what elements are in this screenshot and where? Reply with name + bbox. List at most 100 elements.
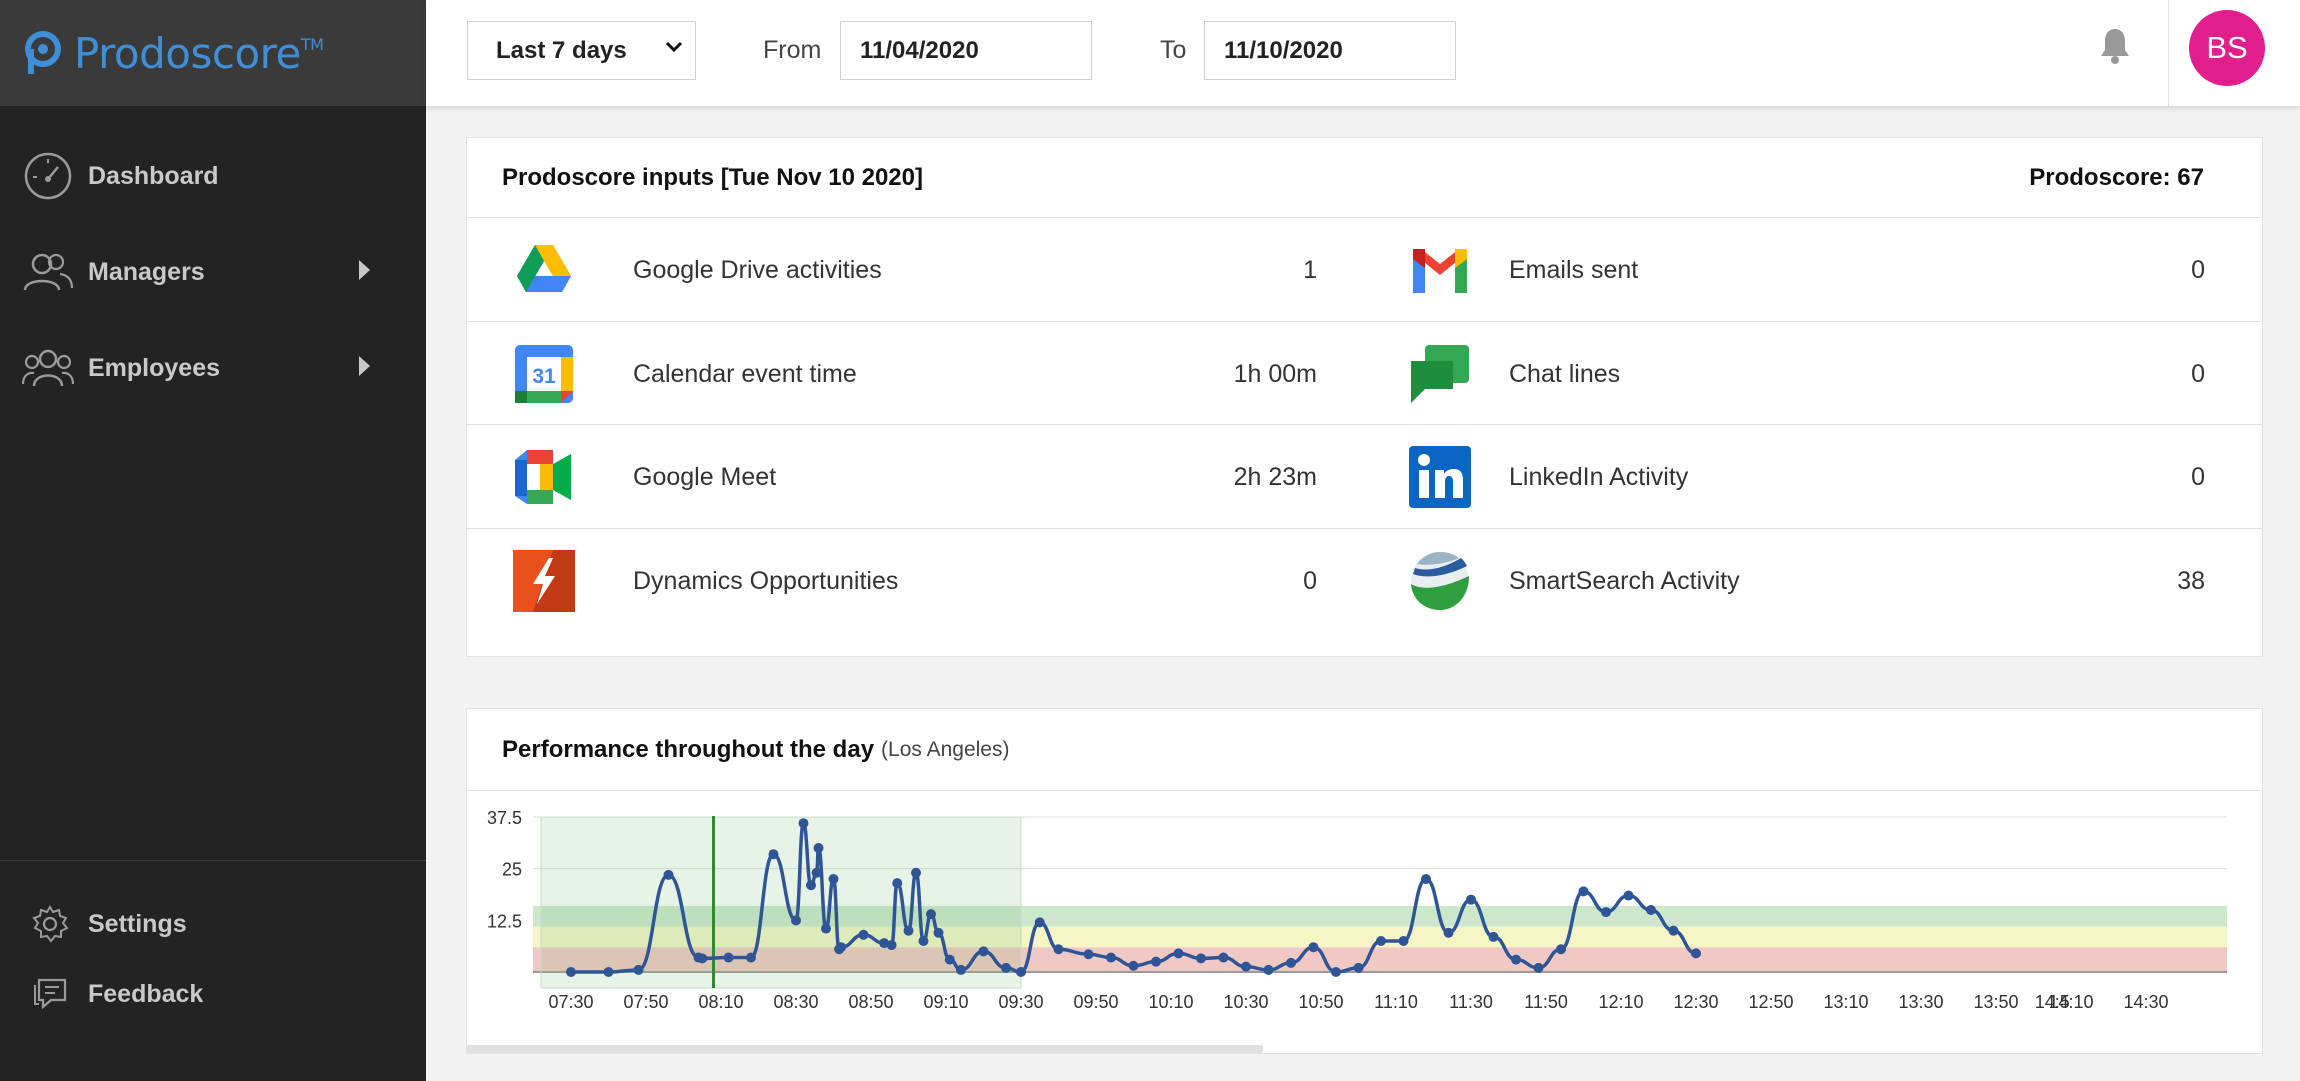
input-name: Google Meet — [633, 463, 777, 491]
sidebar: ProdoscoreTM Dashboard Managers Employee… — [0, 0, 426, 1081]
chevron-right-icon — [359, 260, 370, 280]
sidebar-bottom: Settings Feedback — [0, 860, 426, 1029]
input-value: 38 — [2177, 566, 2205, 595]
avatar[interactable]: BS — [2189, 10, 2265, 86]
sidebar-item-managers[interactable]: Managers — [0, 224, 426, 320]
data-point — [1083, 949, 1094, 960]
brand-name: ProdoscoreTM — [74, 28, 324, 78]
smartsearch-icon — [1411, 551, 1469, 610]
sidebar-item-label: Dashboard — [88, 161, 219, 190]
data-point — [1488, 931, 1499, 942]
data-point — [1353, 962, 1364, 973]
x-tick-label: 14:10 — [2048, 992, 2093, 1012]
performance-chart[interactable]: 37.5 25 12.5 07:30 07:50 08:10 08:30 08:50 09:10… — [467, 792, 2264, 1042]
data-point — [806, 880, 816, 891]
x-tick-label: 10:10 — [1148, 992, 1193, 1012]
date-range-select[interactable]: Last 7 days — [467, 21, 696, 80]
sidebar-item-label: Settings — [88, 909, 187, 938]
performance-band-green — [533, 905, 2227, 927]
top-header: Last 7 days From 11/04/2020 To 11/10/202… — [426, 0, 2300, 106]
to-date-input[interactable]: 11/10/2020 — [1204, 21, 1456, 80]
sidebar-item-dashboard[interactable]: Dashboard — [0, 128, 426, 224]
data-point — [918, 936, 929, 946]
sidebar-item-label: Employees — [88, 353, 221, 382]
data-point — [1286, 957, 1296, 968]
data-point — [1173, 948, 1184, 959]
x-tick-label: 13:10 — [1823, 992, 1868, 1012]
performance-subtitle: (Los Angeles) — [881, 737, 1010, 761]
performance-chart-area: 37.5 25 12.5 07:30 07:50 08:10 08:30 08:50 09:10… — [467, 792, 2264, 1042]
data-point — [1578, 886, 1589, 897]
y-tick-label: 12.5 — [487, 911, 522, 931]
sidebar-item-settings[interactable]: Settings — [0, 889, 426, 959]
x-tick-label: 12:50 — [1748, 992, 1793, 1012]
x-tick-label: 07:50 — [623, 992, 668, 1012]
performance-title: Performance throughout the day — [502, 735, 875, 763]
input-value: 0 — [2191, 359, 2205, 388]
data-point — [1556, 944, 1566, 955]
x-tick-label: 08:30 — [773, 992, 818, 1012]
prodoscore-value: Prodoscore: 67 — [2029, 163, 2204, 191]
bell-icon[interactable] — [2098, 26, 2132, 66]
data-point — [1691, 948, 1701, 959]
data-point — [1601, 907, 1611, 918]
from-date-input[interactable]: 11/04/2020 — [840, 21, 1092, 80]
input-cell: Google Drive activities 1 — [467, 218, 1365, 321]
employees-icon — [22, 342, 74, 394]
data-point — [892, 878, 903, 889]
data-point — [944, 954, 955, 965]
x-tick-label: 08:50 — [848, 992, 893, 1012]
chevron-down-icon — [665, 41, 683, 53]
x-tick-label: 12:10 — [1598, 992, 1643, 1012]
data-point — [1001, 962, 1011, 973]
sidebar-item-label: Feedback — [88, 979, 204, 1008]
x-tick-label: 13:30 — [1898, 992, 1943, 1012]
date-range-value: Last 7 days — [496, 36, 627, 64]
input-cell: Dynamics Opportunities 0 — [467, 529, 1365, 632]
data-point — [1646, 905, 1656, 915]
data-point — [1623, 890, 1634, 901]
google-meet-icon — [515, 450, 571, 504]
data-point — [1533, 962, 1544, 973]
sidebar-item-employees[interactable]: Employees — [0, 320, 426, 416]
data-point — [1398, 936, 1409, 946]
input-value: 1h 00m — [1233, 359, 1317, 388]
data-point — [1218, 952, 1229, 963]
input-row: 31 Calendar event time 1h 00m Chat lines… — [467, 322, 2263, 425]
data-point — [1443, 927, 1454, 938]
input-cell: Google Meet 2h 23m — [467, 425, 1365, 528]
dynamics-icon — [513, 549, 575, 612]
performance-header: Performance throughout the day (Los Ange… — [467, 709, 2262, 791]
selection-range — [540, 816, 1022, 989]
input-value: 2h 23m — [1233, 463, 1317, 491]
input-name: Dynamics Opportunities — [633, 566, 899, 595]
x-tick-label: 14:5 — [2035, 992, 2070, 1012]
data-point — [603, 967, 614, 977]
input-cell: Chat lines 0 — [1365, 322, 2263, 425]
from-label: From — [763, 36, 822, 64]
data-point — [811, 867, 822, 878]
data-point — [1466, 894, 1476, 905]
google-calendar-icon: 31 — [515, 344, 573, 403]
to-label: To — [1160, 36, 1187, 64]
input-name: Chat lines — [1509, 359, 1621, 388]
input-value: 0 — [2191, 256, 2205, 284]
input-name: Google Drive activities — [633, 256, 882, 284]
data-point — [697, 953, 708, 964]
sidebar-item-feedback[interactable]: Feedback — [0, 959, 426, 1029]
data-point — [1151, 956, 1161, 967]
data-point — [746, 952, 756, 963]
linkedin-icon — [1409, 446, 1471, 508]
data-point — [1241, 961, 1251, 972]
input-value: 1 — [1303, 256, 1317, 284]
data-point — [798, 818, 809, 829]
inputs-title: Prodoscore inputs [Tue Nov 10 2020] — [502, 163, 923, 191]
data-point — [1106, 952, 1116, 963]
performance-band-red — [533, 947, 2227, 972]
data-point — [1263, 964, 1274, 975]
x-tick-label: 07:30 — [548, 992, 593, 1012]
chart-scrollbar[interactable] — [467, 1045, 1263, 1053]
data-point — [813, 843, 824, 853]
input-row: Dynamics Opportunities 0 SmartSearch Act… — [467, 529, 2262, 633]
x-tick-label: 09:10 — [923, 992, 968, 1012]
